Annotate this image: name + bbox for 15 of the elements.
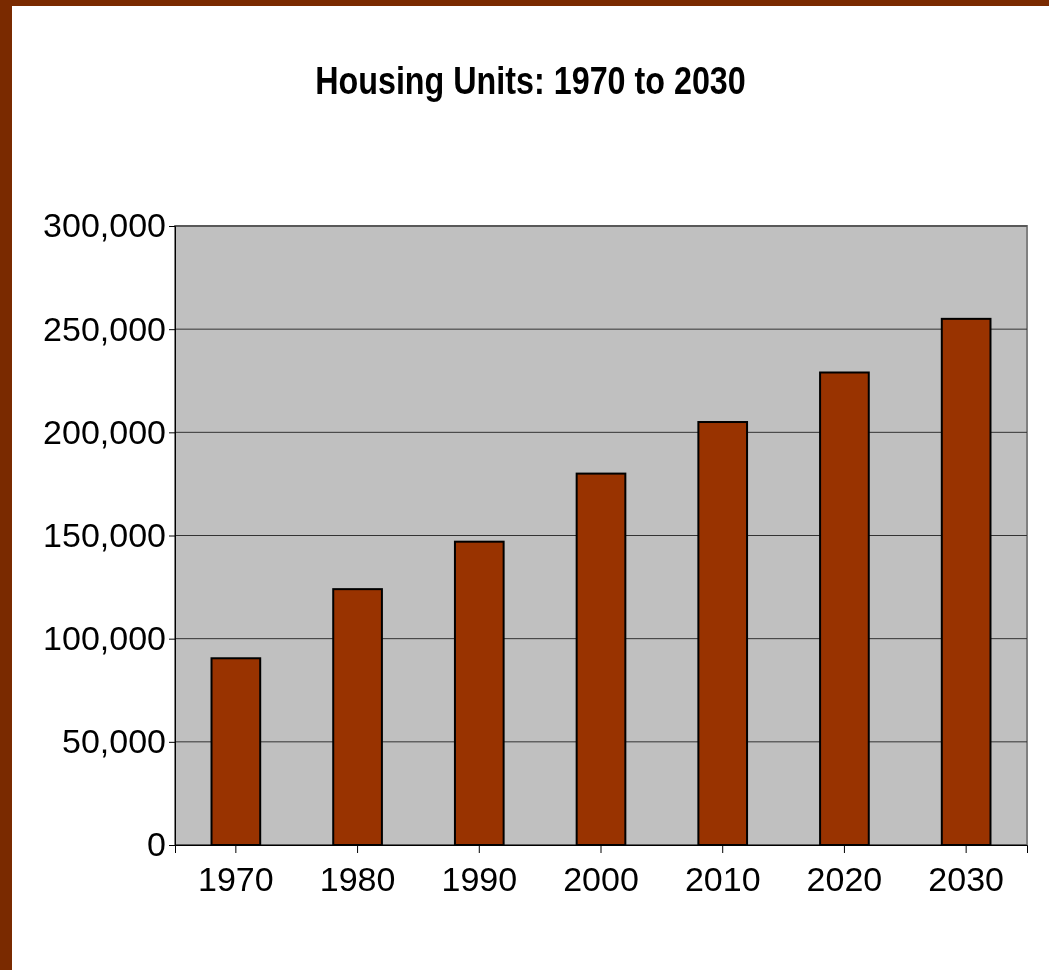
x-tick-label: 1970	[198, 860, 274, 899]
x-tick-label: 2000	[563, 860, 639, 899]
y-tick-label: 100,000	[43, 619, 166, 658]
y-tick-label: 300,000	[43, 206, 166, 245]
y-tick-label: 150,000	[43, 515, 166, 554]
x-tick-label: 1990	[441, 860, 518, 899]
x-tick-label: 2010	[684, 860, 761, 899]
x-tick-label: 2030	[928, 860, 1004, 899]
y-tick-label: 0	[147, 825, 166, 864]
y-tick-label: 50,000	[62, 722, 166, 761]
y-tick-label: 250,000	[43, 309, 166, 348]
chart-title: Housing Units: 1970 to 2030	[315, 59, 746, 102]
y-tick-label: 200,000	[43, 412, 166, 451]
x-tick-label: 2020	[806, 860, 883, 899]
x-tick-label: 1980	[319, 860, 396, 899]
